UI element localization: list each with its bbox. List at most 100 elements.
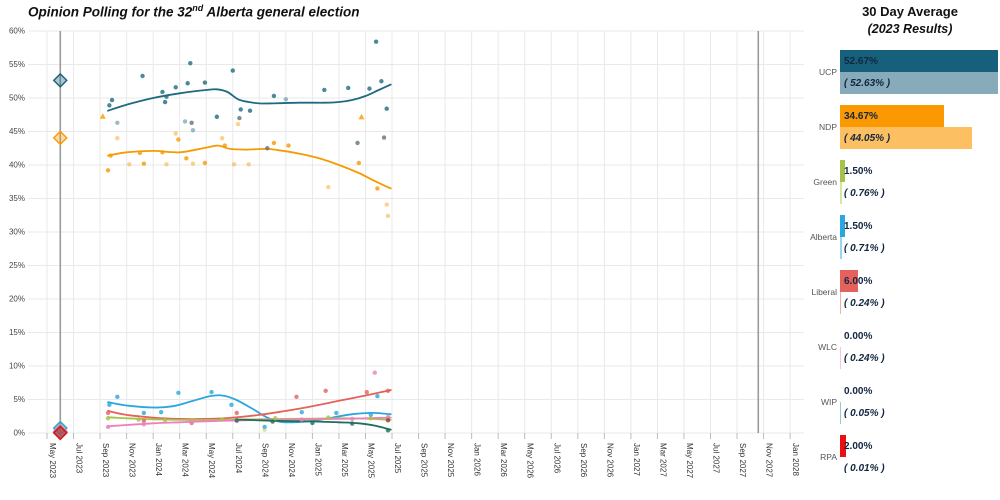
result-diamond-ucp: [52, 72, 68, 88]
wip-trend-line: [235, 418, 392, 431]
result-bar: [840, 72, 998, 94]
avg-value-label: 1.50%: [844, 165, 873, 177]
y-axis-label: 45%: [9, 127, 25, 136]
x-axis-label: Sep 2023: [101, 443, 110, 478]
chart-title-superscript: nd: [192, 3, 204, 13]
x-axis-label: May 2023: [48, 443, 57, 479]
x-axis-label: Sep 2027: [738, 443, 747, 478]
party-label: Liberal: [811, 287, 837, 297]
party-label: UCP: [819, 67, 837, 77]
result-value-label: ( 0.05% ): [844, 407, 885, 419]
x-axis-label: Nov 2025: [446, 443, 455, 478]
y-axis-label: 25%: [9, 261, 25, 270]
party-row-rpa: RPA 2.00% ( 0.01% ): [815, 435, 1000, 479]
result-diamond-alberta: [52, 420, 68, 436]
x-axis-label: Mar 2027: [658, 443, 667, 477]
gridlines: [28, 30, 804, 434]
alberta-trend-line: [107, 394, 392, 424]
trend-lines: [107, 83, 392, 431]
y-axis-label: 40%: [9, 161, 25, 170]
avg-value-label: 52.67%: [844, 55, 878, 67]
x-axis-label: Jul 2027: [712, 443, 721, 474]
x-axis-label: May 2026: [526, 443, 535, 479]
x-axis-label: Jul 2024: [234, 443, 243, 474]
avg-value-label: 0.00%: [844, 385, 873, 397]
avg-bar: [840, 160, 845, 182]
liberal-points: [105, 388, 391, 426]
avg-value-label: 1.50%: [844, 220, 873, 232]
rpa-points: [385, 418, 391, 423]
x-axis-label: May 2027: [685, 443, 694, 479]
y-axis-label: 20%: [9, 295, 25, 304]
party-row-ndp: NDP 34.67% ( 44.05% ): [815, 105, 1000, 149]
x-axis-label: Jan 2027: [632, 443, 641, 476]
party-label: WLC: [818, 342, 837, 352]
x-axis-label: Mar 2024: [181, 443, 190, 477]
avg-bar: [840, 215, 845, 237]
party-label: NDP: [819, 122, 837, 132]
y-axis-label: 50%: [9, 94, 25, 103]
result-bar: [840, 292, 841, 314]
party-row-alberta: Alberta 1.50% ( 0.71% ): [810, 215, 1000, 259]
party-row-wlc: WLC 0.00% ( 0.24% ): [815, 325, 1000, 369]
result-bar: [840, 237, 843, 259]
result-bar: [840, 127, 973, 149]
avg-value-label: 6.00%: [844, 275, 873, 287]
avg-bar: [840, 270, 858, 292]
x-axis-label: Nov 2023: [128, 443, 137, 478]
x-axis-label: Jul 2026: [552, 443, 561, 474]
y-axis-label: 5%: [13, 395, 25, 404]
y-axis-label: 15%: [9, 328, 25, 337]
x-axis-label: Mar 2025: [340, 443, 349, 477]
result-diamond-rpa: [52, 425, 68, 441]
alberta-points: [107, 389, 380, 430]
election-marker-lines: [59, 31, 760, 433]
avg-value-label: 2.00%: [844, 440, 873, 452]
result-diamond-ndp: [52, 130, 68, 146]
x-axis-label: Sep 2024: [260, 443, 269, 478]
x-axis-label: Jan 2024: [154, 443, 163, 476]
x-axis-label: Nov 2026: [605, 443, 614, 478]
result-value-label: ( 0.01% ): [844, 462, 885, 474]
y-axis-label: 30%: [9, 228, 25, 237]
party-row-wip: WIP 0.00% ( 0.05% ): [815, 380, 1000, 424]
2023-result-diamonds: [52, 72, 68, 441]
ndp-trend-line: [107, 144, 392, 190]
ucp-points: [107, 39, 389, 133]
x-axis-label: Jul 2023: [75, 443, 84, 474]
result-value-label: ( 0.76% ): [844, 187, 885, 199]
panel-subtitle: (2023 Results): [867, 22, 953, 36]
result-diamond-wlc: [52, 423, 68, 439]
x-axis-label: Jan 2028: [791, 443, 800, 476]
other-points: [189, 115, 387, 151]
result-value-label: ( 0.71% ): [844, 242, 885, 254]
result-value-label: ( 0.24% ): [844, 352, 885, 364]
wip-points: [234, 418, 391, 433]
x-axis-label: Nov 2024: [287, 443, 296, 478]
x-axis-label: May 2025: [366, 443, 375, 479]
result-value-label: ( 52.63% ): [844, 77, 891, 89]
x-axis-label: Jul 2025: [393, 443, 402, 474]
avg-bar: [840, 435, 846, 457]
party-row-green: Green 1.50% ( 0.76% ): [813, 160, 1000, 204]
party-label: Alberta: [810, 232, 837, 242]
y-axis-label: 10%: [9, 362, 25, 371]
x-axis-label: Jan 2025: [313, 443, 322, 476]
avg-value-label: 0.00%: [844, 330, 873, 342]
chart-title: Opinion Polling for the 32nd Alberta gen…: [28, 3, 360, 20]
x-axis-label: Sep 2026: [579, 443, 588, 478]
avg-bar: [840, 105, 944, 127]
y-axis-label: 35%: [9, 194, 25, 203]
party-label: Green: [813, 177, 837, 187]
thirty-day-average-panel: 30 Day Average (2023 Results) UCP 52.67% (…: [810, 0, 1000, 500]
panel-title: 30 Day Average: [862, 4, 958, 19]
ndp-points: [99, 113, 391, 219]
result-value-label: ( 44.05% ): [844, 132, 891, 144]
y-axis-label: 60%: [9, 27, 25, 36]
axis-labels: May 2023 Jul 2023 Sep 2023 Nov 2023 Jan 2024…: [9, 27, 800, 479]
chart-title-text: Opinion Polling for the 32: [28, 4, 193, 20]
y-axis-label: 55%: [9, 60, 25, 69]
party-label: RPA: [820, 452, 837, 462]
result-value-label: ( 0.24% ): [844, 297, 885, 309]
